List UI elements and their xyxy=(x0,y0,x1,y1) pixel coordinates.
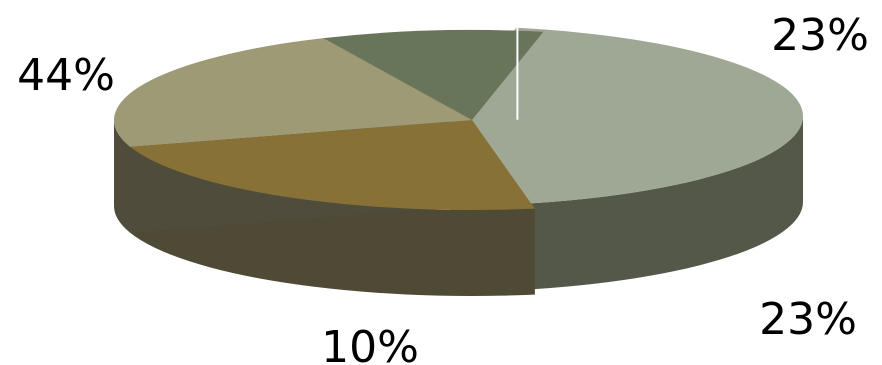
pie-label-1: 44% xyxy=(17,50,115,101)
pie-slice-3-wall-1 xyxy=(114,120,131,233)
pie-tops xyxy=(114,27,803,210)
pie-slice-3 xyxy=(114,38,472,147)
pie-slice-2-wall-1 xyxy=(130,146,535,296)
pie-slice-2 xyxy=(130,120,535,210)
pie-slice-1-wall-1 xyxy=(507,116,803,291)
pie-label-4: 10% xyxy=(321,322,419,365)
pie-slice-4 xyxy=(323,30,544,121)
pie-label-2: 23% xyxy=(771,10,869,61)
pie-label-3: 23% xyxy=(759,294,857,345)
pie-slice-1 xyxy=(445,27,803,205)
